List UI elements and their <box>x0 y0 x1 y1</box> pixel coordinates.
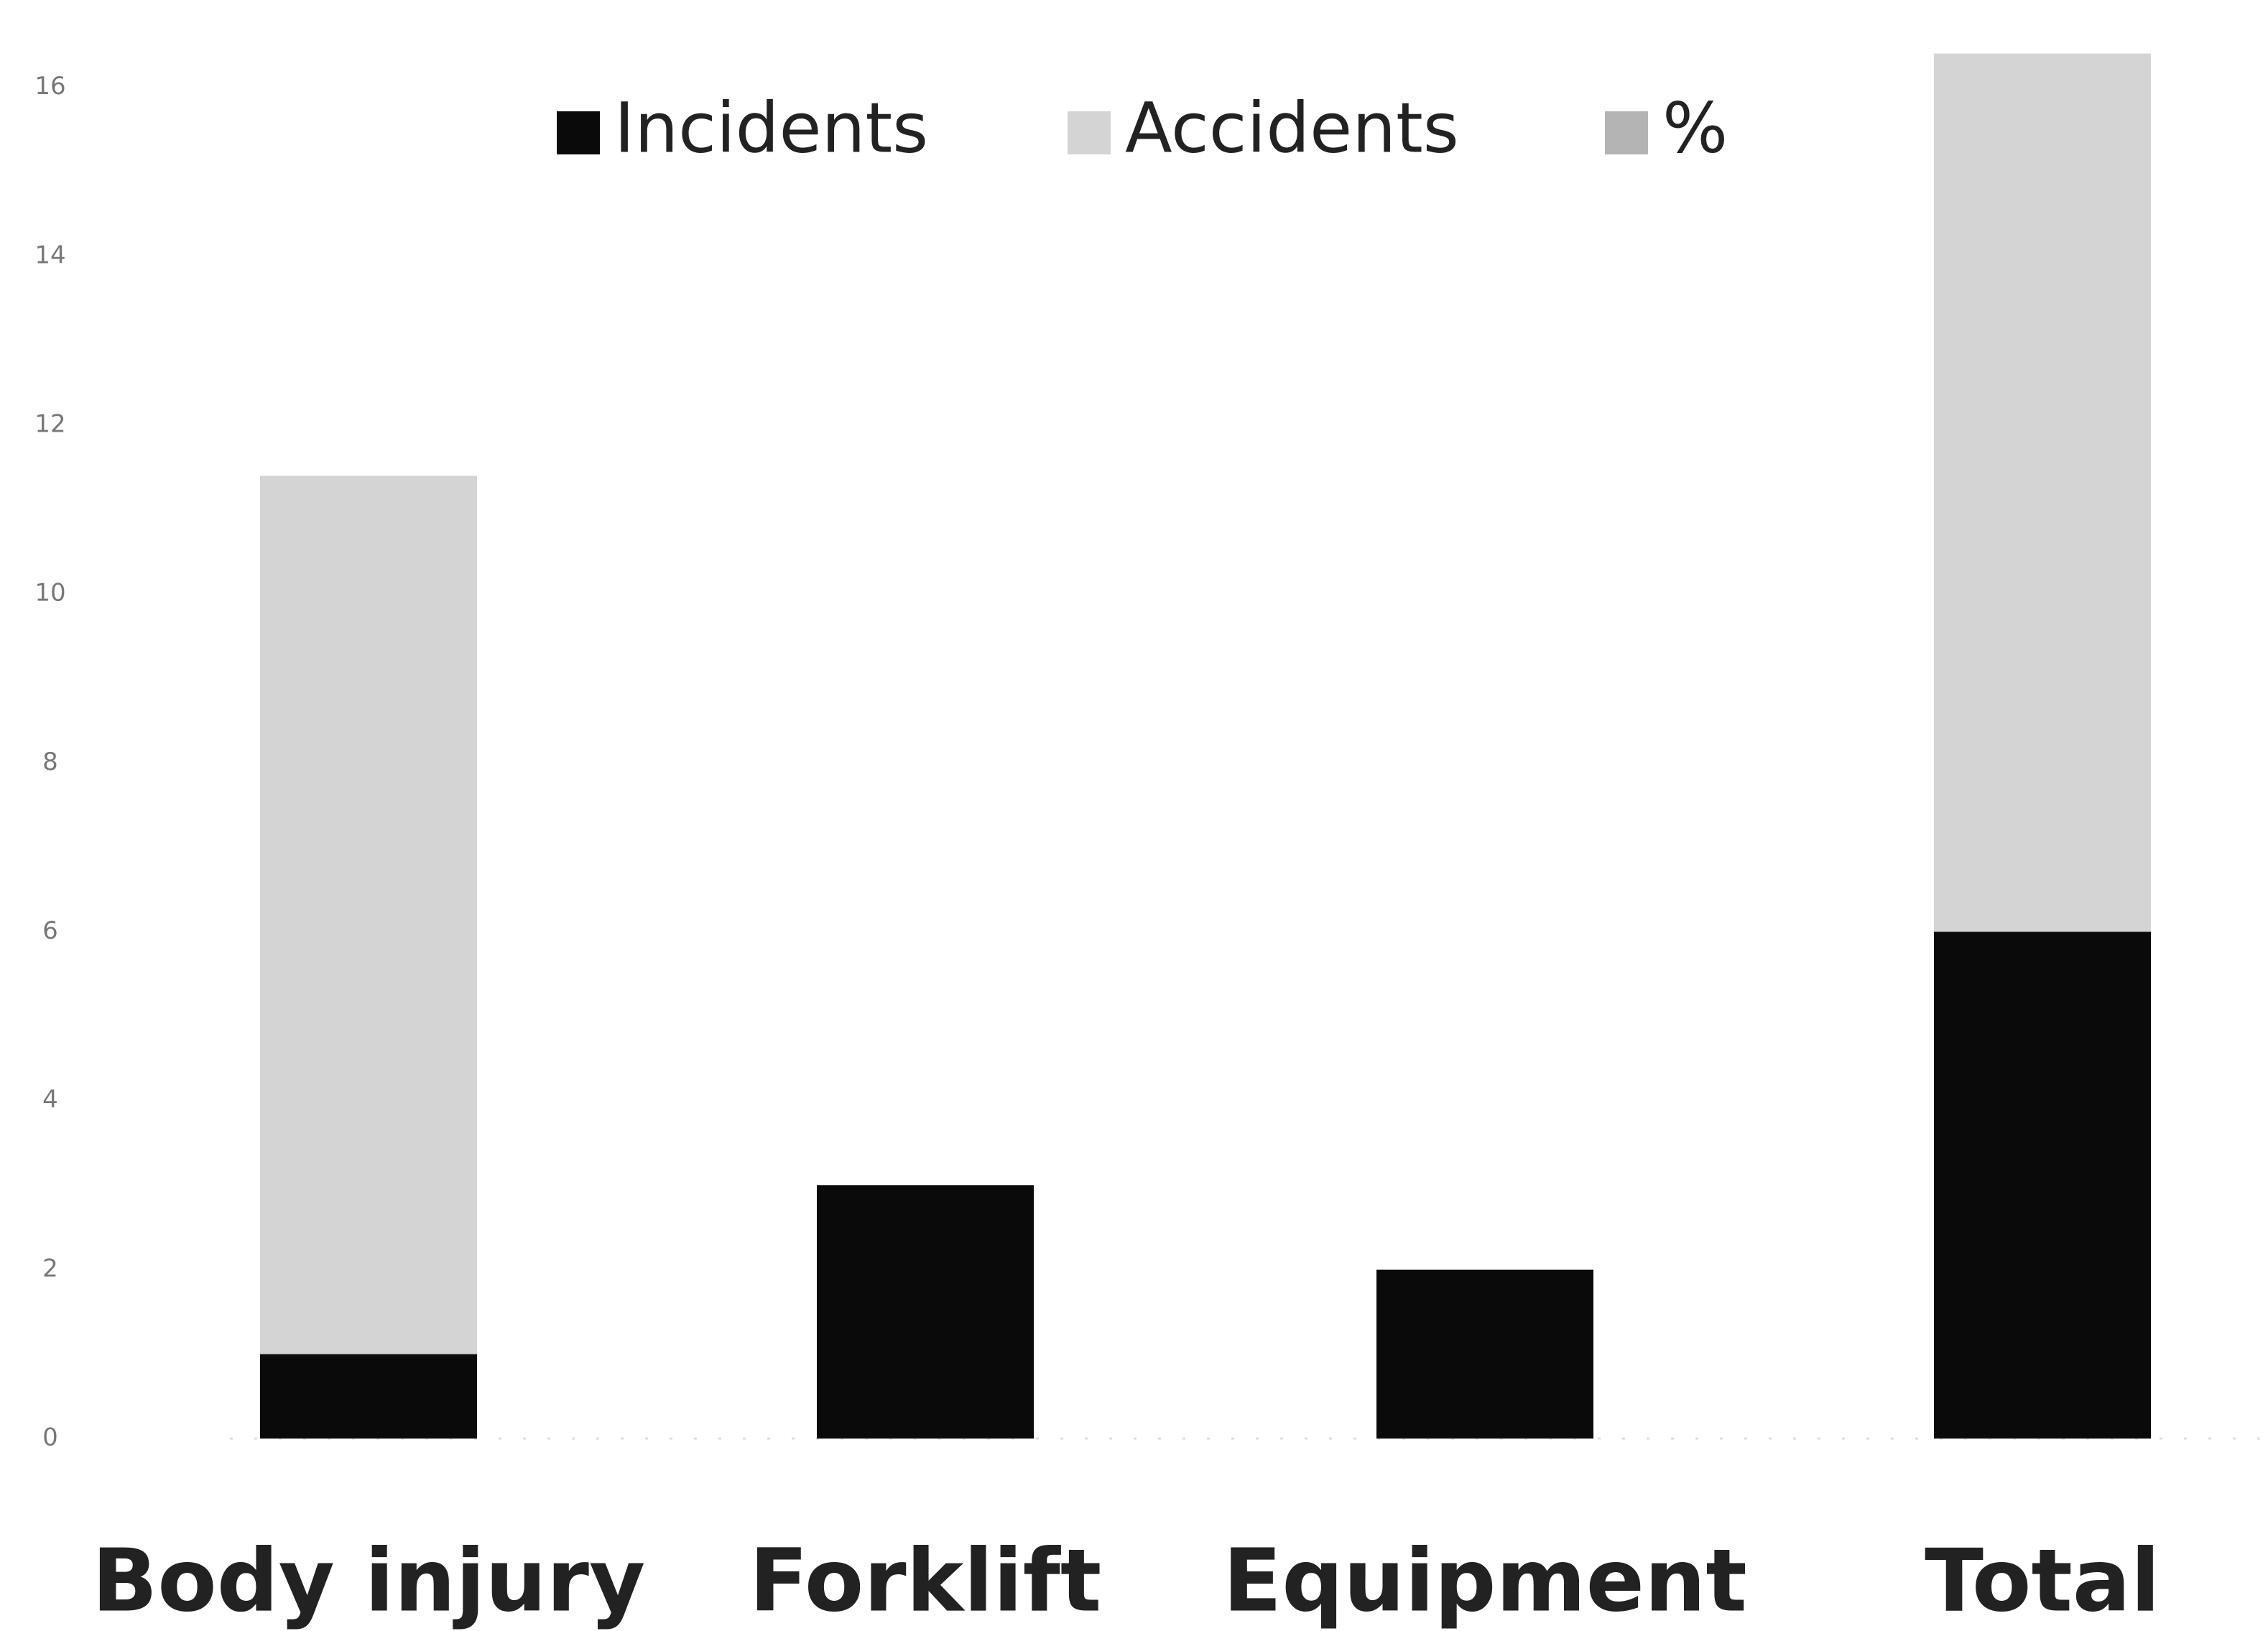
legend-label: Incidents <box>614 88 928 168</box>
legend-label: % <box>1662 88 1728 168</box>
legend-swatch <box>1068 111 1111 154</box>
x-tick-label: Total <box>1925 1532 2160 1631</box>
bar-segment <box>260 1354 477 1439</box>
x-tick-label: Equipment <box>1223 1532 1747 1631</box>
bar-segment <box>1934 931 2151 1439</box>
bar-segment <box>1376 1269 1593 1439</box>
bar-segment <box>817 1185 1034 1439</box>
legend-swatch <box>1605 111 1648 154</box>
x-tick-label: Forklift <box>749 1532 1101 1631</box>
y-tick-label: 14 <box>34 241 65 269</box>
legend-label: Accidents <box>1125 88 1459 168</box>
y-tick-label: 8 <box>42 748 58 776</box>
bar-segment <box>260 475 477 1354</box>
y-tick-label: 12 <box>34 409 65 438</box>
y-tick-label: 0 <box>42 1423 58 1452</box>
y-tick-label: 4 <box>42 1085 58 1114</box>
x-tick-label: Body injury <box>92 1532 645 1631</box>
y-tick-label: 16 <box>34 72 65 101</box>
y-tick-label: 10 <box>34 579 65 608</box>
legend-swatch <box>557 111 600 154</box>
y-tick-label: 2 <box>42 1254 58 1283</box>
y-tick-label: 6 <box>42 916 58 945</box>
bar-segment <box>1934 53 2151 932</box>
